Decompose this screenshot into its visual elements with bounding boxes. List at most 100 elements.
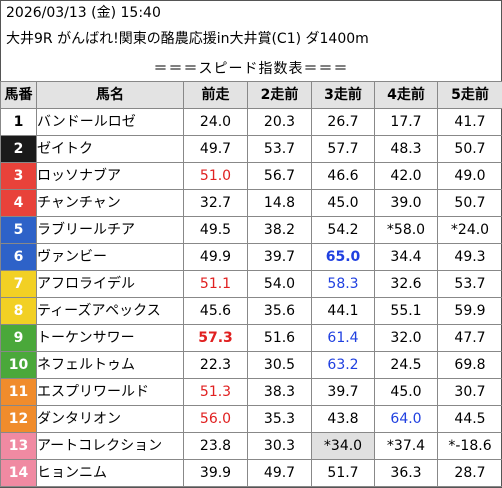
speed-index-cell: 35.3	[247, 405, 312, 433]
speed-index-cell: 57.3	[183, 324, 248, 352]
speed-index-cell: 45.0	[374, 378, 438, 406]
speed-index-cell: 36.3	[374, 459, 438, 487]
speed-index-cell: 49.9	[183, 243, 248, 271]
col-header-5-races-ago: 5走前	[437, 81, 502, 109]
horse-name-cell: チャンチャン	[36, 189, 184, 217]
horse-number-cell: 12	[0, 405, 37, 433]
speed-index-cell: 32.6	[374, 270, 438, 298]
horse-name-cell: ティーズアペックス	[36, 297, 184, 325]
col-header-2-races-ago: 2走前	[247, 81, 312, 109]
speed-index-cell: 48.3	[374, 135, 438, 163]
speed-index-cell: 51.1	[183, 270, 248, 298]
horse-number-cell: 4	[0, 189, 37, 217]
speed-index-cell: 53.7	[247, 135, 312, 163]
speed-index-cell: 57.7	[311, 135, 375, 163]
horse-name-cell: バンドールロゼ	[36, 108, 184, 136]
horse-number-cell: 2	[0, 135, 37, 163]
table-caption: ＝＝＝スピード指数表＝＝＝	[153, 61, 349, 77]
speed-index-cell: 24.0	[183, 108, 248, 136]
speed-index-cell: 30.3	[247, 432, 312, 460]
col-header-last-race: 前走	[183, 81, 248, 109]
horse-number-cell: 11	[0, 378, 37, 406]
table-row: 1 バンドールロゼ 24.0 20.3 26.7 17.7 41.7	[0, 108, 502, 136]
speed-index-cell: 47.7	[437, 324, 502, 352]
col-header-number: 馬番	[0, 81, 37, 109]
speed-index-cell: 26.7	[311, 108, 375, 136]
speed-index-cell: 39.7	[311, 378, 375, 406]
speed-index-cell: *58.0	[374, 216, 438, 244]
speed-index-cell: 49.0	[437, 162, 502, 190]
horse-name-cell: ヴァンビー	[36, 243, 184, 271]
speed-index-cell: 64.0	[374, 405, 438, 433]
speed-index-cell: 39.0	[374, 189, 438, 217]
speed-index-cell: 59.9	[437, 297, 502, 325]
col-header-3-races-ago: 3走前	[311, 81, 375, 109]
speed-index-cell: 44.5	[437, 405, 502, 433]
speed-index-cell: 63.2	[311, 351, 375, 379]
horse-number-cell: 9	[0, 324, 37, 352]
speed-index-cell: 49.7	[183, 135, 248, 163]
horse-number-cell: 5	[0, 216, 37, 244]
table-row: 4 チャンチャン 32.7 14.8 45.0 39.0 50.7	[0, 189, 502, 217]
col-header-horse-name: 馬名	[36, 81, 184, 109]
speed-index-cell: 17.7	[374, 108, 438, 136]
table-row: 8 ティーズアペックス 45.6 35.6 44.1 55.1 59.9	[0, 297, 502, 325]
speed-index-cell: 42.0	[374, 162, 438, 190]
speed-index-cell: 69.8	[437, 351, 502, 379]
speed-index-cell: 28.7	[437, 459, 502, 487]
speed-index-cell: 32.7	[183, 189, 248, 217]
speed-index-cell: 14.8	[247, 189, 312, 217]
horse-number-cell: 8	[0, 297, 37, 325]
speed-index-cell: 46.6	[311, 162, 375, 190]
horse-name-cell: ゼイトク	[36, 135, 184, 163]
table-header-row: 馬番 馬名 前走 2走前 3走前 4走前 5走前	[0, 81, 502, 109]
horse-name-cell: ネフェルトゥム	[36, 351, 184, 379]
speed-index-cell: 39.7	[247, 243, 312, 271]
horse-name-cell: ロッソナブア	[36, 162, 184, 190]
speed-index-cell: 51.3	[183, 378, 248, 406]
speed-index-cell: 22.3	[183, 351, 248, 379]
speed-index-cell: 43.8	[311, 405, 375, 433]
speed-index-cell: 34.4	[374, 243, 438, 271]
speed-index-cell: 51.6	[247, 324, 312, 352]
table-row: 3 ロッソナブア 51.0 56.7 46.6 42.0 49.0	[0, 162, 502, 190]
horse-name-cell: ダンタリオン	[36, 405, 184, 433]
speed-index-cell: 44.1	[311, 297, 375, 325]
speed-index-cell: *24.0	[437, 216, 502, 244]
speed-index-cell: 49.3	[437, 243, 502, 271]
horse-name-cell: アートコレクション	[36, 432, 184, 460]
table-row: 9 トーケンサワー 57.3 51.6 61.4 32.0 47.7	[0, 324, 502, 352]
speed-index-cell: 23.8	[183, 432, 248, 460]
speed-index-cell: 56.7	[247, 162, 312, 190]
table-row: 6 ヴァンビー 49.9 39.7 65.0 34.4 49.3	[0, 243, 502, 271]
speed-index-cell: 58.3	[311, 270, 375, 298]
speed-index-cell: 35.6	[247, 297, 312, 325]
speed-index-cell: 53.7	[437, 270, 502, 298]
horse-name-cell: ラブリールチア	[36, 216, 184, 244]
speed-index-cell: 39.9	[183, 459, 248, 487]
table-row: 11 エスプリワールド 51.3 38.3 39.7 45.0 30.7	[0, 378, 502, 406]
speed-index-cell: 56.0	[183, 405, 248, 433]
table-row: 7 アフロライデル 51.1 54.0 58.3 32.6 53.7	[0, 270, 502, 298]
speed-index-cell: 41.7	[437, 108, 502, 136]
table-row: 5 ラブリールチア 49.5 38.2 54.2 *58.0 *24.0	[0, 216, 502, 244]
speed-index-cell: 38.2	[247, 216, 312, 244]
horse-name-cell: エスプリワールド	[36, 378, 184, 406]
horse-number-cell: 3	[0, 162, 37, 190]
speed-index-table: 馬番 馬名 前走 2走前 3走前 4走前 5走前 1 バンドールロゼ 24.0 20.…	[0, 81, 502, 487]
speed-index-cell: 32.0	[374, 324, 438, 352]
horse-number-cell: 14	[0, 459, 37, 487]
horse-name-cell: アフロライデル	[36, 270, 184, 298]
table-row: 14 ヒョンニム 39.9 49.7 51.7 36.3 28.7	[0, 459, 502, 487]
speed-index-cell: 55.1	[374, 297, 438, 325]
speed-index-cell: 54.2	[311, 216, 375, 244]
horse-number-cell: 10	[0, 351, 37, 379]
speed-index-cell: 49.5	[183, 216, 248, 244]
speed-index-cell: 50.7	[437, 135, 502, 163]
speed-index-cell: 50.7	[437, 189, 502, 217]
speed-index-cell: 45.6	[183, 297, 248, 325]
speed-index-cell: 61.4	[311, 324, 375, 352]
speed-index-cell: *37.4	[374, 432, 438, 460]
table-row: 2 ゼイトク 49.7 53.7 57.7 48.3 50.7	[0, 135, 502, 163]
table-row: 13 アートコレクション 23.8 30.3 *34.0 *37.4 *-18.6	[0, 432, 502, 460]
